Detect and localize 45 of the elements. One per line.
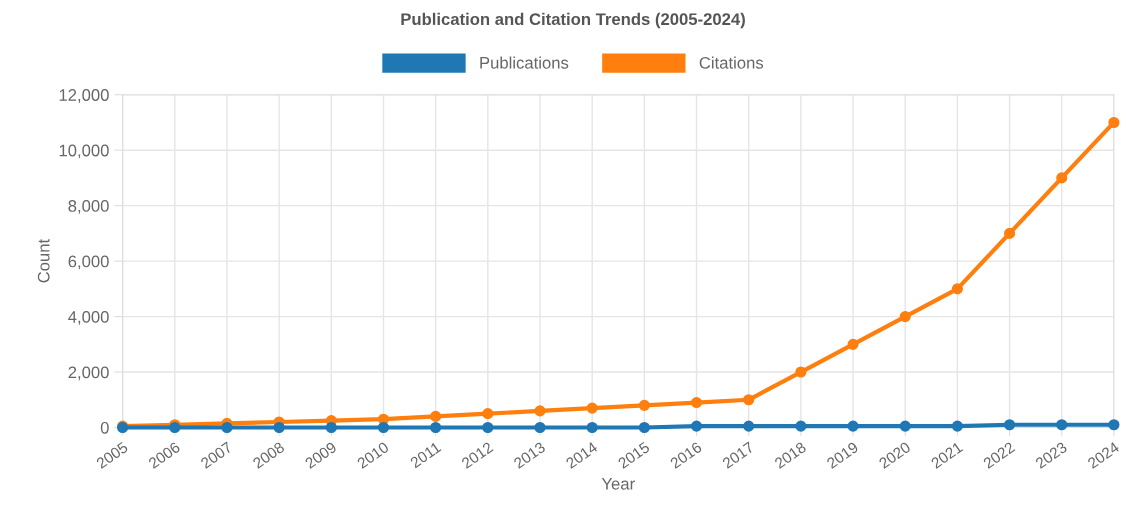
point xyxy=(899,311,911,323)
legend-label: Citations xyxy=(699,56,764,69)
x-tick-label: 2011 xyxy=(409,441,442,469)
point xyxy=(743,420,755,432)
point xyxy=(638,399,650,411)
point xyxy=(1056,419,1068,431)
point xyxy=(482,408,494,420)
point xyxy=(377,421,390,434)
point xyxy=(795,420,807,432)
point xyxy=(795,366,807,378)
y-tick-label: 10,000 xyxy=(59,144,109,159)
point xyxy=(1108,116,1120,129)
point xyxy=(1004,419,1016,431)
point xyxy=(743,394,755,406)
y-tick-label: 12,000 xyxy=(59,89,109,103)
y-tick-label: 0 xyxy=(100,421,109,434)
point xyxy=(586,402,598,414)
point xyxy=(638,421,650,434)
point xyxy=(221,421,233,434)
point xyxy=(1056,172,1068,184)
point xyxy=(951,283,963,295)
y-tick-label: 6,000 xyxy=(68,255,109,270)
point xyxy=(534,405,546,417)
y-tick-label: 4,000 xyxy=(68,310,109,325)
point xyxy=(430,421,442,434)
point xyxy=(273,421,285,434)
point xyxy=(430,410,442,422)
point xyxy=(951,420,963,432)
point xyxy=(534,421,546,434)
point xyxy=(325,421,337,434)
point xyxy=(847,420,859,432)
point xyxy=(1108,419,1120,431)
y-tick-label: 8,000 xyxy=(68,200,109,214)
point xyxy=(1004,227,1016,239)
point xyxy=(690,397,703,409)
point xyxy=(482,421,494,434)
x-axis-title: Year xyxy=(601,478,635,490)
point xyxy=(690,420,703,432)
y-axis-title: Count xyxy=(37,239,50,283)
point xyxy=(847,338,859,350)
point xyxy=(586,421,598,434)
y-tick-label: 2,000 xyxy=(68,366,109,381)
point xyxy=(899,420,911,432)
chart-title: Publication and Citation Trends (2005-2024) xyxy=(401,12,745,29)
legend-label: Publications xyxy=(480,56,569,69)
